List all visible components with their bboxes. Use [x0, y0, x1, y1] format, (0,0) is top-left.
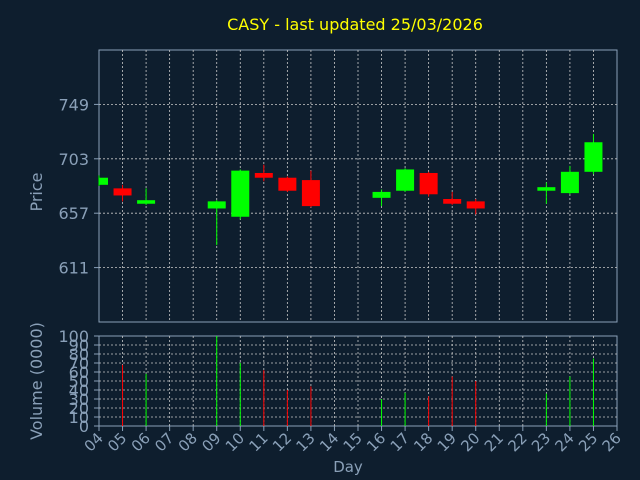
volume-tick-label: 60	[69, 363, 89, 382]
candle-body	[254, 172, 273, 178]
volume-tick-label: 20	[69, 399, 89, 418]
candle-body	[99, 177, 108, 185]
volume-tick-label: 100	[58, 327, 89, 346]
volume-tick-label: 40	[69, 381, 89, 400]
candle-body	[137, 200, 156, 204]
price-axis-label: Price	[27, 172, 46, 211]
price-panel: 611 657 703 749	[58, 49, 618, 323]
price-tick-label: 749	[58, 95, 89, 114]
candle-body	[231, 170, 250, 217]
price-tick-label: 611	[58, 259, 89, 278]
x-axis-label: Day	[333, 458, 363, 476]
candle-body	[466, 201, 485, 209]
candle-body	[584, 142, 603, 172]
candle-body	[113, 188, 132, 196]
candle-body	[278, 177, 297, 191]
volume-tick-label: 10	[69, 408, 89, 427]
candle-body	[419, 172, 438, 195]
volume-tick-label: 30	[69, 390, 89, 409]
candle-body	[396, 169, 415, 191]
volume-tick-label: 80	[69, 345, 89, 364]
candle-body	[301, 180, 320, 207]
candle-body	[560, 171, 579, 194]
volume-tick-label: 50	[69, 372, 89, 391]
volume-axis-label: Volume (0000)	[27, 322, 46, 440]
candle-body	[207, 201, 226, 209]
price-tick-label: 657	[58, 204, 89, 223]
candle-body	[537, 187, 556, 191]
candle-body	[372, 191, 391, 198]
chart-title: CASY - last updated 25/03/2026	[227, 15, 483, 34]
volume-tick-label: 0	[79, 417, 89, 436]
volume-tick-label: 70	[69, 354, 89, 373]
price-tick-label: 703	[58, 150, 89, 169]
volume-tick-label: 90	[69, 336, 89, 355]
candle-body	[443, 199, 462, 204]
